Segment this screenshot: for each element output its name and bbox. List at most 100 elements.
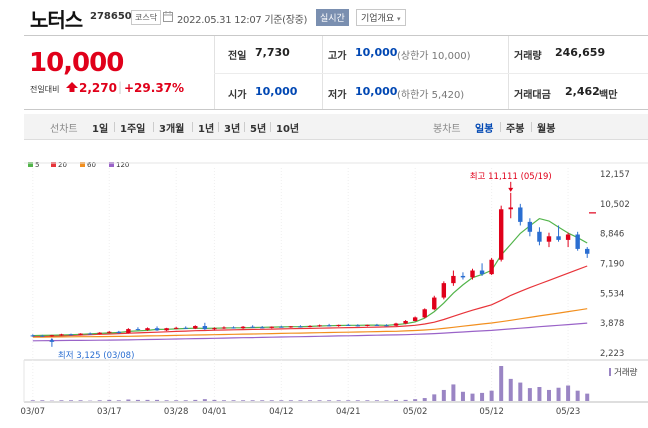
legend-ma5: 5 xyxy=(28,161,39,169)
candle-body xyxy=(87,333,93,335)
tab-daily[interactable]: 일봉 xyxy=(475,124,494,135)
max-arrow-head xyxy=(508,187,514,192)
candle-body xyxy=(518,207,523,222)
low-label: 저가 xyxy=(328,90,347,101)
volume-bar xyxy=(403,399,408,401)
tab-1d[interactable]: 1일 xyxy=(92,124,109,135)
volume-bar xyxy=(193,399,198,401)
volume-bar xyxy=(413,399,418,401)
candle-body xyxy=(30,335,35,337)
tab-5y[interactable]: 5년 xyxy=(250,124,267,135)
candle-body xyxy=(68,334,74,336)
legend-ma60: 60 xyxy=(80,161,96,169)
candle-body xyxy=(527,221,533,232)
candle-body xyxy=(193,326,198,329)
candle-body xyxy=(59,334,64,336)
low-value: 10,000 xyxy=(355,85,398,98)
candle-body xyxy=(355,325,360,327)
candle-body xyxy=(393,323,399,326)
change-label: 전일대비 xyxy=(30,85,60,94)
volume-bar xyxy=(518,382,523,401)
x-tick-label: 04/21 xyxy=(336,407,361,417)
candle-body xyxy=(298,326,303,328)
volume-label: 거래량 xyxy=(514,51,542,62)
volume-bar xyxy=(30,400,35,401)
volume-bar xyxy=(212,399,217,401)
candle-body xyxy=(260,327,265,329)
tab-1w[interactable]: 1주일 xyxy=(120,124,146,135)
candle-body xyxy=(384,325,389,327)
candle-body xyxy=(432,297,437,310)
current-price: 10,000 xyxy=(29,48,124,78)
divider xyxy=(214,36,215,109)
x-tick-label: 03/17 xyxy=(97,407,122,417)
y-tick-label: 12,157 xyxy=(600,170,630,180)
volume-bar xyxy=(546,389,551,401)
volume-bar xyxy=(432,394,437,401)
candle-body xyxy=(250,326,255,328)
realtime-badge[interactable]: 실시간 xyxy=(316,9,349,26)
volume-bar xyxy=(260,400,265,401)
ma60-line xyxy=(32,308,588,338)
candle-body xyxy=(575,234,580,249)
volume-bar xyxy=(460,391,465,401)
volume-bar xyxy=(394,399,399,401)
tab-weekly[interactable]: 주봉 xyxy=(506,124,525,135)
candle-body xyxy=(183,327,188,329)
volume-bar xyxy=(499,366,504,401)
volume-bar xyxy=(336,400,341,401)
divider xyxy=(508,36,509,109)
amount-unit: 백만 xyxy=(599,90,618,101)
candle-body xyxy=(441,283,447,298)
volume-bar xyxy=(135,399,140,401)
volume-legend-label: 거래량 xyxy=(614,367,638,378)
candle-body xyxy=(145,328,150,330)
volume-bar xyxy=(355,400,360,401)
max-label: 최고 11,111 (05/19) xyxy=(470,171,552,182)
candle-body xyxy=(317,325,322,327)
candle-body xyxy=(546,236,552,242)
x-tick-label: 05/23 xyxy=(556,407,581,417)
candle-body xyxy=(116,331,122,334)
ma20-line xyxy=(32,265,588,337)
tab-monthly[interactable]: 월봉 xyxy=(537,124,556,135)
volume-bar xyxy=(470,393,475,401)
candle-body xyxy=(422,309,427,318)
volume-bar xyxy=(174,400,179,401)
candle-body xyxy=(307,326,313,328)
tab-3m[interactable]: 3개월 xyxy=(159,124,185,135)
tab-3y[interactable]: 3년 xyxy=(224,124,241,135)
volume-bar xyxy=(327,400,332,401)
candle-body xyxy=(231,327,236,329)
volume-bar xyxy=(374,400,379,401)
candle-body xyxy=(460,275,466,278)
y-tick-label: 7,190 xyxy=(600,260,624,270)
volume-bar xyxy=(288,400,293,401)
x-tick-label: 05/12 xyxy=(479,407,504,417)
y-tick-label: 2,223 xyxy=(600,349,624,359)
candle-body xyxy=(288,326,294,328)
volume-bar xyxy=(489,390,494,401)
volume-bar xyxy=(126,399,131,401)
candle-chart-label: 봉차트 xyxy=(433,124,461,135)
candle-body xyxy=(279,326,284,328)
tab-10y[interactable]: 10년 xyxy=(276,124,300,135)
candle-body xyxy=(126,329,131,334)
y-tick-label: 8,846 xyxy=(600,230,624,240)
candle-body xyxy=(212,328,217,330)
volume-bar xyxy=(164,400,169,401)
volume-bar xyxy=(556,387,561,401)
volume-bar xyxy=(250,400,255,401)
high-label: 고가 xyxy=(328,51,347,62)
volume-bar xyxy=(221,400,226,401)
volume-bar xyxy=(107,399,112,401)
volume-bar xyxy=(346,400,351,401)
volume-bar xyxy=(480,392,485,401)
company-overview-label: 기업개요 xyxy=(361,14,395,24)
candle-body xyxy=(585,248,590,254)
company-overview-button[interactable]: 기업개요 ▾ xyxy=(356,9,406,26)
candle-body xyxy=(326,325,332,327)
volume-bar xyxy=(422,398,427,401)
tab-1y[interactable]: 1년 xyxy=(198,124,215,135)
